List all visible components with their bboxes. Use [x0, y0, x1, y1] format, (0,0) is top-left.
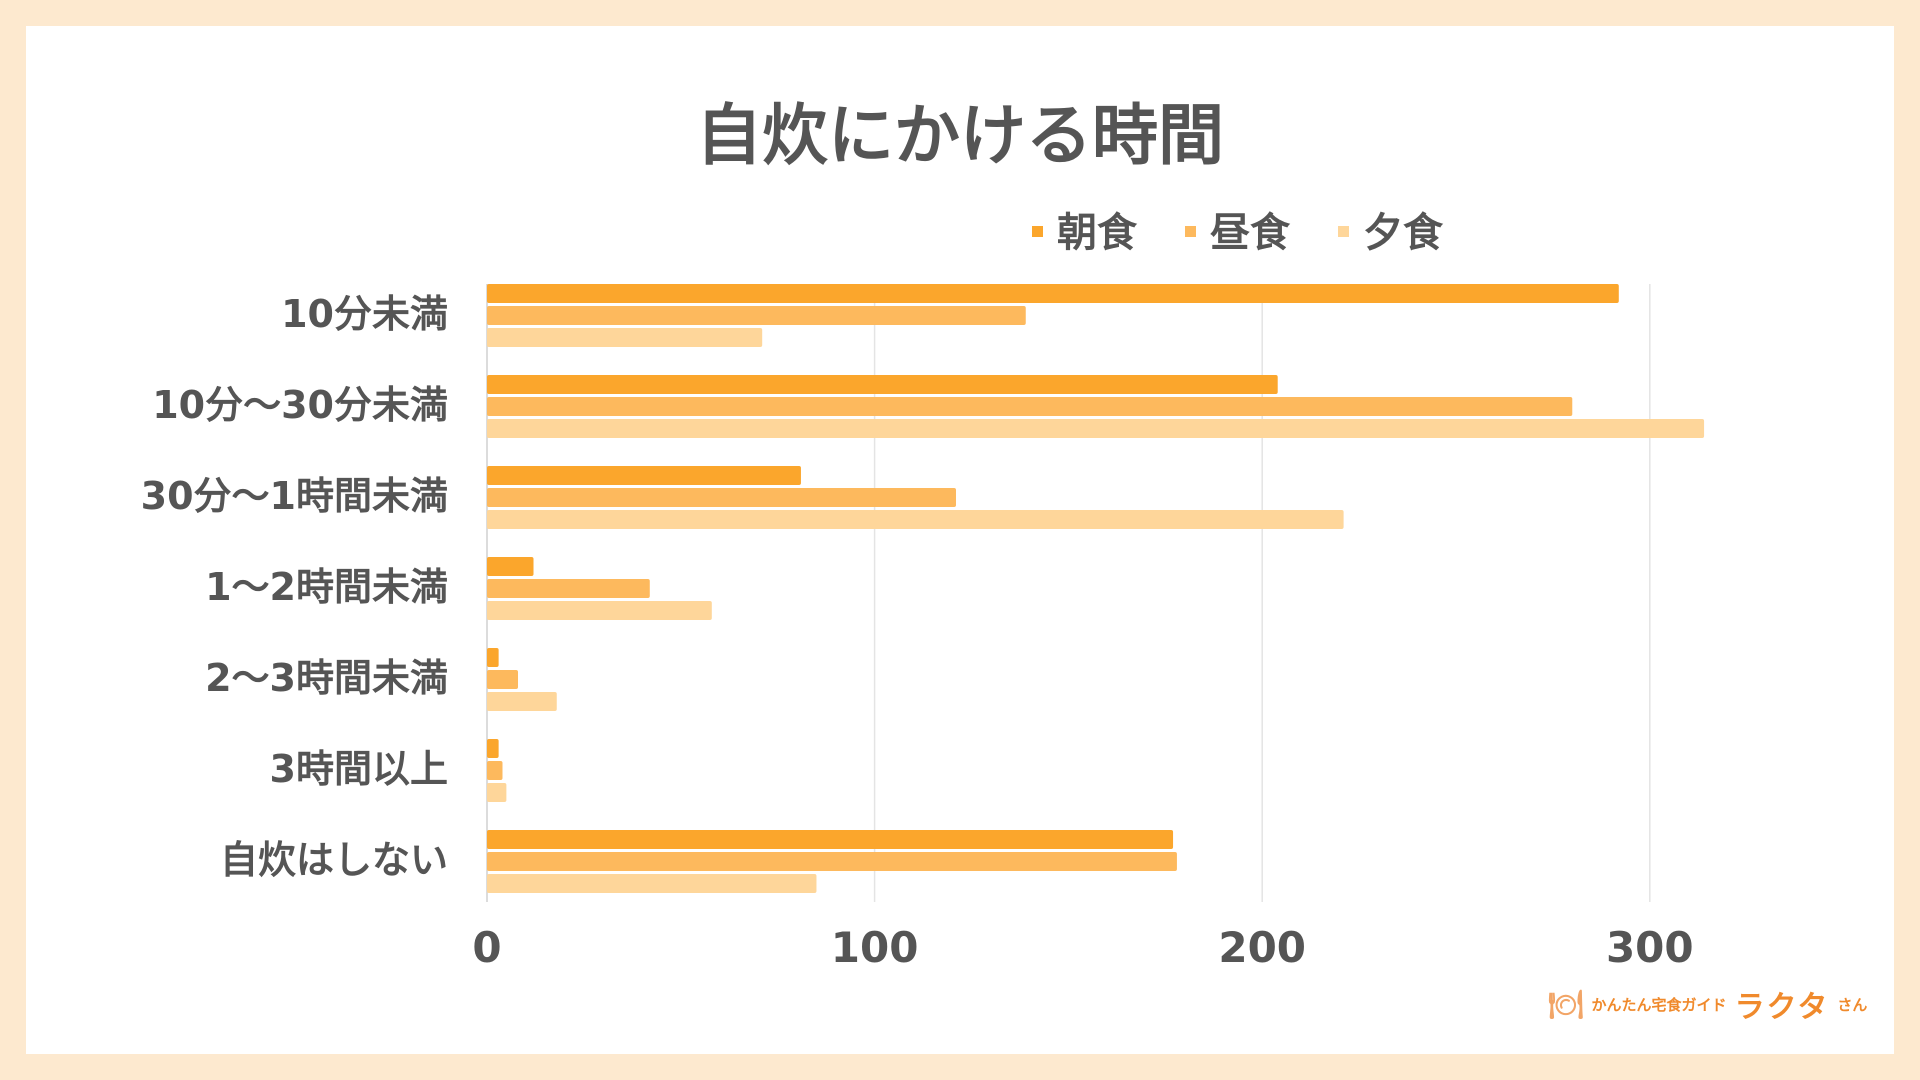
- bar-夕食: [487, 601, 712, 620]
- bar-昼食: [487, 670, 519, 689]
- logo-name: ラクタ: [1734, 990, 1830, 1025]
- category-label: 自炊はしない: [220, 838, 448, 882]
- category-label: 3時間以上: [270, 747, 448, 791]
- logo-suffix: さん: [1837, 995, 1868, 1014]
- bar-昼食: [487, 397, 1573, 416]
- bar-朝食: [487, 830, 1174, 849]
- bar-夕食: [487, 874, 817, 893]
- bar-昼食: [487, 306, 1026, 325]
- x-tick-label: 100: [831, 923, 919, 972]
- bar-朝食: [487, 284, 1619, 303]
- raku-ta-san-logo: 🍽 かんたん宅食ガイド ラクタ さん: [1548, 982, 1867, 1026]
- legend-label: 朝食: [1057, 210, 1138, 256]
- x-tick-label: 200: [1218, 923, 1306, 972]
- bar-夕食: [487, 419, 1705, 438]
- bar-朝食: [487, 739, 499, 758]
- bar-朝食: [487, 648, 499, 667]
- logo-tagline: かんたん宅食ガイド: [1591, 995, 1727, 1014]
- legend-label: 夕食: [1363, 210, 1444, 256]
- x-tick-label: 0: [472, 923, 501, 972]
- legend-marker: [1338, 226, 1349, 237]
- legend-marker: [1185, 226, 1196, 237]
- plate-cutlery-icon: 🍽: [1548, 987, 1584, 1021]
- chart-title: 自炊にかける時間: [696, 97, 1224, 174]
- bar-朝食: [487, 466, 801, 485]
- category-label: 2〜3時間未満: [205, 656, 448, 700]
- bar-夕食: [487, 510, 1344, 529]
- category-label: 1〜2時間未満: [205, 565, 448, 609]
- category-label: 10分未満: [281, 292, 448, 336]
- bar-昼食: [487, 761, 503, 780]
- bar-朝食: [487, 557, 534, 576]
- bar-夕食: [487, 783, 507, 802]
- chart-card: [26, 26, 1894, 1054]
- bar-夕食: [487, 328, 763, 347]
- legend-marker: [1032, 226, 1043, 237]
- bar-昼食: [487, 852, 1177, 871]
- bar-昼食: [487, 579, 650, 598]
- bar-朝食: [487, 375, 1278, 394]
- x-tick-label: 300: [1606, 923, 1694, 972]
- bar-昼食: [487, 488, 956, 507]
- bar-夕食: [487, 692, 557, 711]
- category-label: 10分〜30分未満: [152, 383, 448, 427]
- category-label: 30分〜1時間未満: [141, 474, 448, 518]
- legend-label: 昼食: [1210, 210, 1291, 256]
